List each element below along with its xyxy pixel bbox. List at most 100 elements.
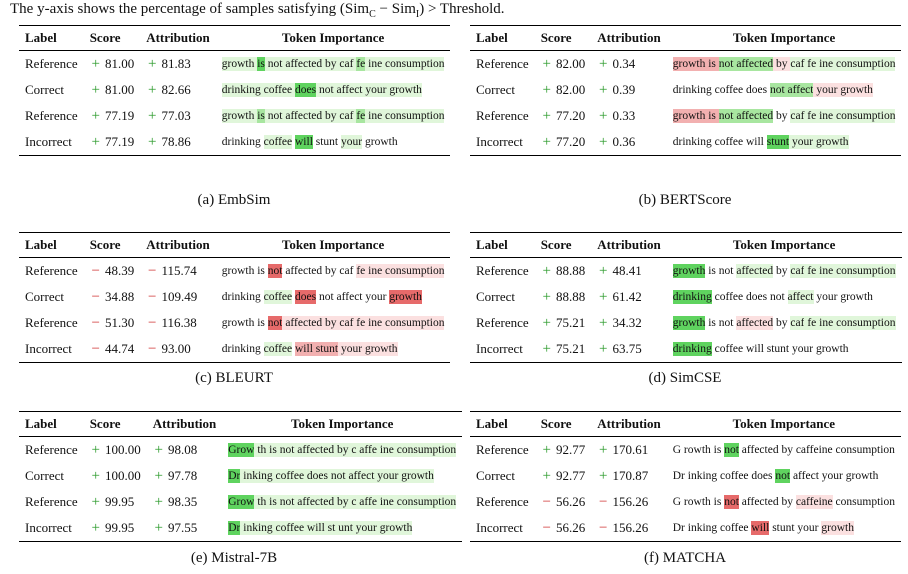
attribution-sign: + [154,493,163,510]
token-importance-header: Token Importance [666,411,901,437]
attribution-header: Attribution [140,232,216,258]
token-segment: does [295,290,317,304]
score-sign: + [91,467,100,484]
row-label: Reference [25,108,78,123]
token-table: Label Score Attribution Token Importance Ref… [470,232,902,363]
table-row: Incorrect + 75.21 + 63.75 drinking coffee w… [470,336,902,363]
row-label: Reference [25,315,78,330]
score-cell: + 81.00 [84,51,141,78]
token-segment: your growth [338,342,398,356]
header-row: Label Score Attribution Token Importance [470,232,902,258]
score-cell: + 77.20 [534,129,592,156]
row-label: Reference [476,263,529,278]
caption-bleurt: (c) BLEURT [195,370,273,386]
token-segment: drinking [672,342,712,356]
score-sign: − [542,519,551,536]
table-row: Correct + 88.88 + 61.42 drinking coffee doe… [470,284,902,310]
row-label: Correct [476,289,515,304]
token-segment: Grow [228,443,255,457]
token-segment: drinking [221,291,264,303]
row-label: Reference [476,442,529,457]
score-value: 88.88 [555,262,586,278]
table-row: Reference − 48.39− 115.74 growth is not af… [19,258,450,285]
panel-matcha: Label Score Attribution Token Importance Ref… [470,411,901,542]
score-sign: + [91,81,100,98]
token-segment: will [295,135,313,149]
score-cell: + 99.95 [83,515,147,542]
score-value: 88.88 [555,288,586,304]
table-row: Reference + 99.95 + 98.35 Grow th is not af… [19,489,462,515]
score-sign: + [542,262,551,279]
token-importance-cell: Dr inking coffee does not affect your gr… [222,463,462,489]
token-importance-cell: growth is not affected by caf fe ine con… [667,103,902,129]
attribution-sign: − [147,288,157,305]
token-importance-header: Token Importance [666,25,902,51]
table-row: Correct + 100.00 + 97.78 Dr inking coffee d… [19,463,462,489]
token-importance-cell: drinking coffee will stunt your growth [666,336,902,363]
token-importance-cell: Grow th is not affected by c affe ine co… [222,489,462,515]
table-row: Correct + 81.00 + 82.66 drinking coffee doe… [19,77,450,103]
token-segment: caf fe ine consumption [790,109,896,123]
attribution-value: 97.55 [167,519,198,535]
token-segment: will [751,521,770,535]
token-segment: affect [787,290,814,304]
attribution-value: 0.34 [612,55,636,71]
label-header: Label [470,232,535,258]
attribution-cell: − 109.49 [140,284,216,310]
attribution-cell: + 170.61 [591,437,667,464]
caption-embsim: (a) EmbSim [197,192,271,208]
row-label: Reference [25,442,78,457]
row-label: Incorrect [19,129,84,156]
attribution-cell: + 81.83 [140,51,216,78]
score-sign: + [542,441,551,458]
row-label: Correct [25,468,64,483]
token-segment: affect your growth [790,470,879,482]
row-label: Incorrect [470,129,535,156]
table-row: Incorrect − 56.26− 156.26 Dr inking coffee… [470,515,901,542]
score-value: 51.30 [104,314,135,330]
panel-bertscore: Label Score Attribution Token Importance Ref… [470,25,902,156]
token-segment: not affected [718,109,774,123]
attribution-sign: + [147,81,157,98]
score-cell: + 99.95 [84,489,147,515]
token-segment: growth is [672,57,719,71]
score-sign: + [542,107,551,124]
token-importance-header: Token Importance [666,232,902,258]
score-cell: + 92.77 [535,463,592,489]
attribution-value: 97.78 [167,467,198,483]
header-row: Label Score Attribution Token Importance [19,232,451,258]
score-value: 100.00 [104,441,141,457]
attribution-cell: + 97.55 [146,515,223,542]
token-segment: affected by [738,496,796,508]
attribution-sign: + [598,262,608,279]
score-cell: − 51.30 [84,310,141,336]
panel-simcse: Label Score Attribution Token Importance Ref… [470,232,902,363]
token-importance-cell: Dr inking coffee will st unt your growth [222,515,463,542]
attribution-sign: + [598,133,608,150]
table-row: Incorrect − 44.74− 93.00 drinking coffee w… [19,336,451,363]
attribution-value: 78.86 [161,133,191,149]
attribution-cell: + 170.87 [591,463,667,489]
token-segment: fe [356,57,366,71]
score-cell: + 92.77 [535,437,592,464]
row-label: Reference [25,494,78,509]
token-segment: affected [736,316,774,330]
panel-bleurt: Label Score Attribution Token Importance Ref… [19,232,451,363]
token-importance-cell: drinking coffee will stunt your growth [215,336,451,363]
header-row: Label Score Attribution Token Importance [470,25,902,51]
score-cell: + 77.20 [535,103,592,129]
row-label: Reference [476,108,529,123]
attribution-cell: + 0.36 [591,129,667,156]
attribution-cell: + 98.35 [147,489,223,515]
token-importance-cell: drinking coffee does not affect your gro… [216,284,451,310]
token-segment: affected [736,264,774,278]
token-segment: coffee will stunt your growth [711,343,849,355]
attribution-value: 170.61 [612,441,649,457]
attribution-value: 0.33 [612,107,636,123]
token-segment: is not [705,317,737,329]
token-segment: affected by caffeine consumption [738,444,895,456]
score-cell: + 77.19 [83,129,141,156]
token-segment: coffee [263,83,295,97]
score-cell: − 34.88 [84,284,141,310]
score-value: 100.00 [104,467,141,483]
